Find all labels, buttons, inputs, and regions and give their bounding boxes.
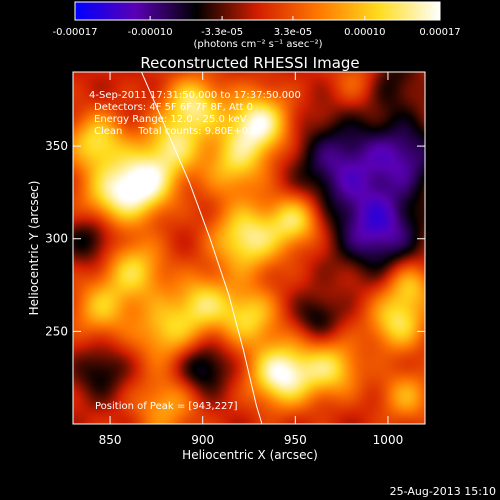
x-tick-label: 850 bbox=[99, 433, 122, 447]
peak-position-label: Position of Peak = [943,227] bbox=[95, 401, 238, 412]
colorbar-tick-label: 0.00010 bbox=[344, 27, 385, 38]
x-axis: 850 900 950 1000 bbox=[99, 72, 404, 447]
annotation-time-range: 4-Sep-2011 17:31:50.000 to 17:37:50.000 bbox=[89, 90, 301, 101]
colorbar-ticks: -0.00017 -0.00010 -3.3e-05 3.3e-05 0.00010 0.… bbox=[53, 16, 461, 38]
x-tick-label: 950 bbox=[284, 433, 307, 447]
annotation-energy-range: Energy Range: 12.0 - 25.0 keV bbox=[94, 114, 247, 125]
plot-frame bbox=[72, 71, 426, 425]
annotation-total-counts: Clean Total counts: 9.80E+03 bbox=[94, 126, 254, 137]
annotation-detectors: Detectors: 4F 5F 6F 7F 8F, Att 0 bbox=[94, 102, 253, 113]
y-tick-label: 250 bbox=[45, 324, 68, 338]
colorbar-tick-label: -0.00017 bbox=[53, 27, 98, 38]
solar-limb-curve bbox=[141, 72, 263, 424]
colorbar-tick-label: 0.00017 bbox=[419, 27, 460, 38]
y-tick-label: 350 bbox=[45, 139, 68, 153]
colorbar bbox=[74, 1, 441, 21]
y-axis-label: Heliocentric Y (arcsec) bbox=[27, 181, 41, 316]
colorbar-tick-label: 3.3e-05 bbox=[274, 27, 312, 38]
footer-timestamp: 25-Aug-2013 15:10 bbox=[390, 485, 496, 498]
chart-title: Reconstructed RHESSI Image bbox=[140, 54, 359, 72]
x-tick-label: 1000 bbox=[373, 433, 404, 447]
heatmap-image bbox=[73, 72, 425, 424]
x-axis-label: Heliocentric X (arcsec) bbox=[182, 448, 318, 462]
colorbar-tick-label: -0.00010 bbox=[128, 27, 173, 38]
annotation-block: 4-Sep-2011 17:31:50.000 to 17:37:50.000 … bbox=[89, 90, 301, 137]
y-tick-label: 300 bbox=[45, 232, 68, 246]
x-tick-label: 900 bbox=[191, 433, 214, 447]
y-axis: 250 300 350 bbox=[45, 139, 425, 338]
colorbar-unit-label: (photons cm⁻² s⁻¹ asec⁻²) bbox=[193, 39, 322, 50]
colorbar-tick-label: -3.3e-05 bbox=[201, 27, 243, 38]
